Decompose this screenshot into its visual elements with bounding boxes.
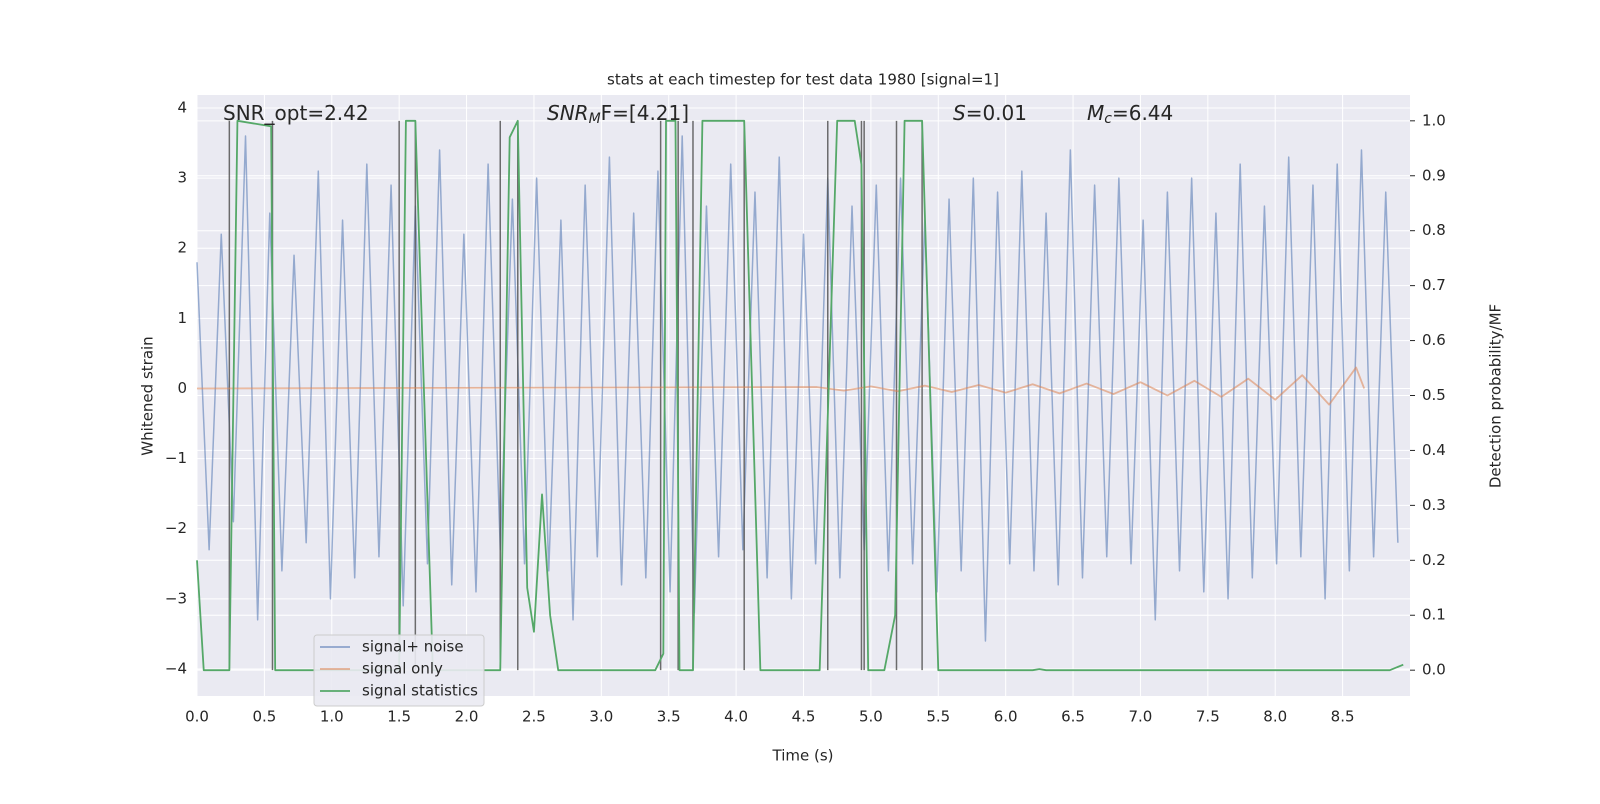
x-tick-label: 8.0 [1263,708,1287,726]
annotation-part: S [953,101,966,125]
annotation-part: SNR_opt=2.42 [223,101,369,125]
x-tick-label: 0.5 [252,708,276,726]
y-tick-label: 0 [177,379,187,397]
y2-tick-label: 0.6 [1422,331,1446,349]
y2-tick-label: 0.2 [1422,551,1446,569]
y-tick-label: 1 [177,309,187,327]
y-tick-label: −1 [165,449,187,467]
x-tick-label: 1.0 [320,708,344,726]
x-axis-label: Time (s) [772,747,834,765]
y-tick-label: 3 [177,169,187,187]
x-tick-label: 0.0 [185,708,209,726]
y2-tick-label: 0.8 [1422,221,1446,239]
x-tick-label: 5.0 [859,708,883,726]
y2-tick-label: 0.1 [1422,606,1446,624]
annotation: SNRMF=[4.21] [547,101,689,128]
y-axis-label: Whitened strain [139,336,157,455]
annotation-part: =6.44 [1112,101,1173,125]
annotation: SNR_opt=2.42 [223,101,369,125]
y-tick-label: −3 [165,589,187,607]
x-tick-label: 1.5 [387,708,411,726]
legend-box [313,634,485,707]
y-tick-label: −4 [165,660,187,678]
y2-tick-label: 0.5 [1422,386,1446,404]
chart-title: stats at each timestep for test data 198… [607,71,999,89]
y2-tick-label: 0.0 [1422,661,1446,679]
grid [196,95,1410,696]
y-tick-label: −2 [165,519,187,537]
annotation-part: F=[4.21] [601,101,689,125]
annotation-part: c [1104,111,1112,127]
series-line [196,366,1366,406]
x-tick-label: 7.0 [1129,708,1153,726]
x-tick-label: 2.5 [522,708,546,726]
legend-label: signal+ noise [362,638,464,656]
series-line [196,135,1399,642]
x-tick-label: 3.5 [657,708,681,726]
y2-tick-label: 0.9 [1422,166,1446,184]
y2-tick-label: 0.7 [1422,276,1446,294]
legend-label: signal statistics [362,682,478,700]
x-tick-label: 6.5 [1061,708,1085,726]
annotation-part: M [1087,101,1104,125]
y-tick-label: 2 [177,239,187,257]
annotation: Mc=6.44 [1087,101,1173,128]
x-tick-label: 4.5 [792,708,816,726]
y2-axis-label: Detection probability/MF [1487,304,1505,488]
x-tick-label: 4.0 [724,708,748,726]
annotation: S=0.01 [953,101,1027,125]
x-tick-label: 6.0 [994,708,1018,726]
x-tick-label: 8.5 [1331,708,1355,726]
annotation-part: SNR [547,101,589,125]
y-tick-label: 4 [177,98,187,116]
y2-tick-label: 0.4 [1422,441,1446,459]
legend-label: signal only [362,660,443,678]
annotation-part: M [589,111,601,127]
x-tick-label: 5.5 [926,708,950,726]
x-tick-label: 3.0 [589,708,613,726]
legend: signal+ noise signal only signal statistic… [313,634,485,707]
x-tick-label: 2.0 [455,708,479,726]
y2-tick-label: 0.3 [1422,496,1446,514]
y2-tick-label: 1.0 [1422,111,1446,129]
annotation-part: =0.01 [966,101,1027,125]
x-tick-label: 7.5 [1196,708,1220,726]
